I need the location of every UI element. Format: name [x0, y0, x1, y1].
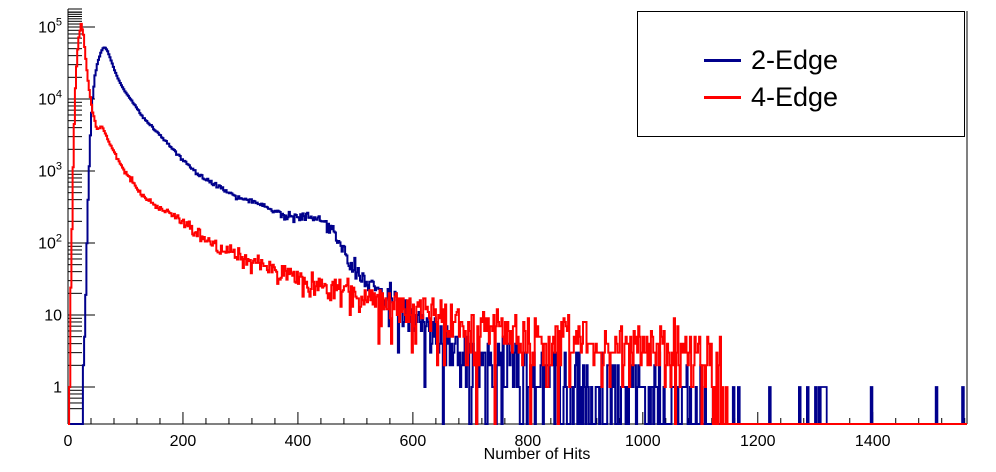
y-tick-label: 104 [38, 89, 62, 109]
y-tick-label: 103 [38, 161, 62, 181]
legend-line-4-edge-swatch [704, 96, 741, 99]
y-tick-label: 102 [38, 233, 62, 253]
series-4-edge-tail-bars [720, 386, 729, 424]
legend-line-2-edge-swatch [704, 59, 741, 62]
legend-entry-2-edge: 2-Edge [704, 42, 964, 79]
x-tick-label: 800 [514, 433, 541, 450]
series-4-edge-curve [68, 22, 967, 425]
legend-label-4-edge: 4-Edge [751, 82, 839, 112]
x-tick-label: 400 [285, 433, 312, 450]
legend: 2-Edge 4-Edge [637, 11, 965, 137]
x-tick-label: 1400 [855, 433, 891, 450]
x-tick-label: 1000 [625, 433, 661, 450]
x-tick-label: 0 [64, 433, 73, 450]
y-tick-label: 105 [38, 17, 62, 37]
series-2-edge-tail-bars [731, 386, 965, 424]
legend-label-2-edge: 2-Edge [751, 45, 839, 75]
y-tick-label: 1 [53, 380, 62, 397]
x-tick-label: 200 [170, 433, 197, 450]
x-tick-label: 1200 [740, 433, 776, 450]
x-tick-label: 600 [400, 433, 427, 450]
y-tick-label: 10 [44, 308, 62, 325]
x-axis-title: Number of Hits [483, 446, 591, 463]
legend-entry-4-edge: 4-Edge [704, 79, 964, 116]
